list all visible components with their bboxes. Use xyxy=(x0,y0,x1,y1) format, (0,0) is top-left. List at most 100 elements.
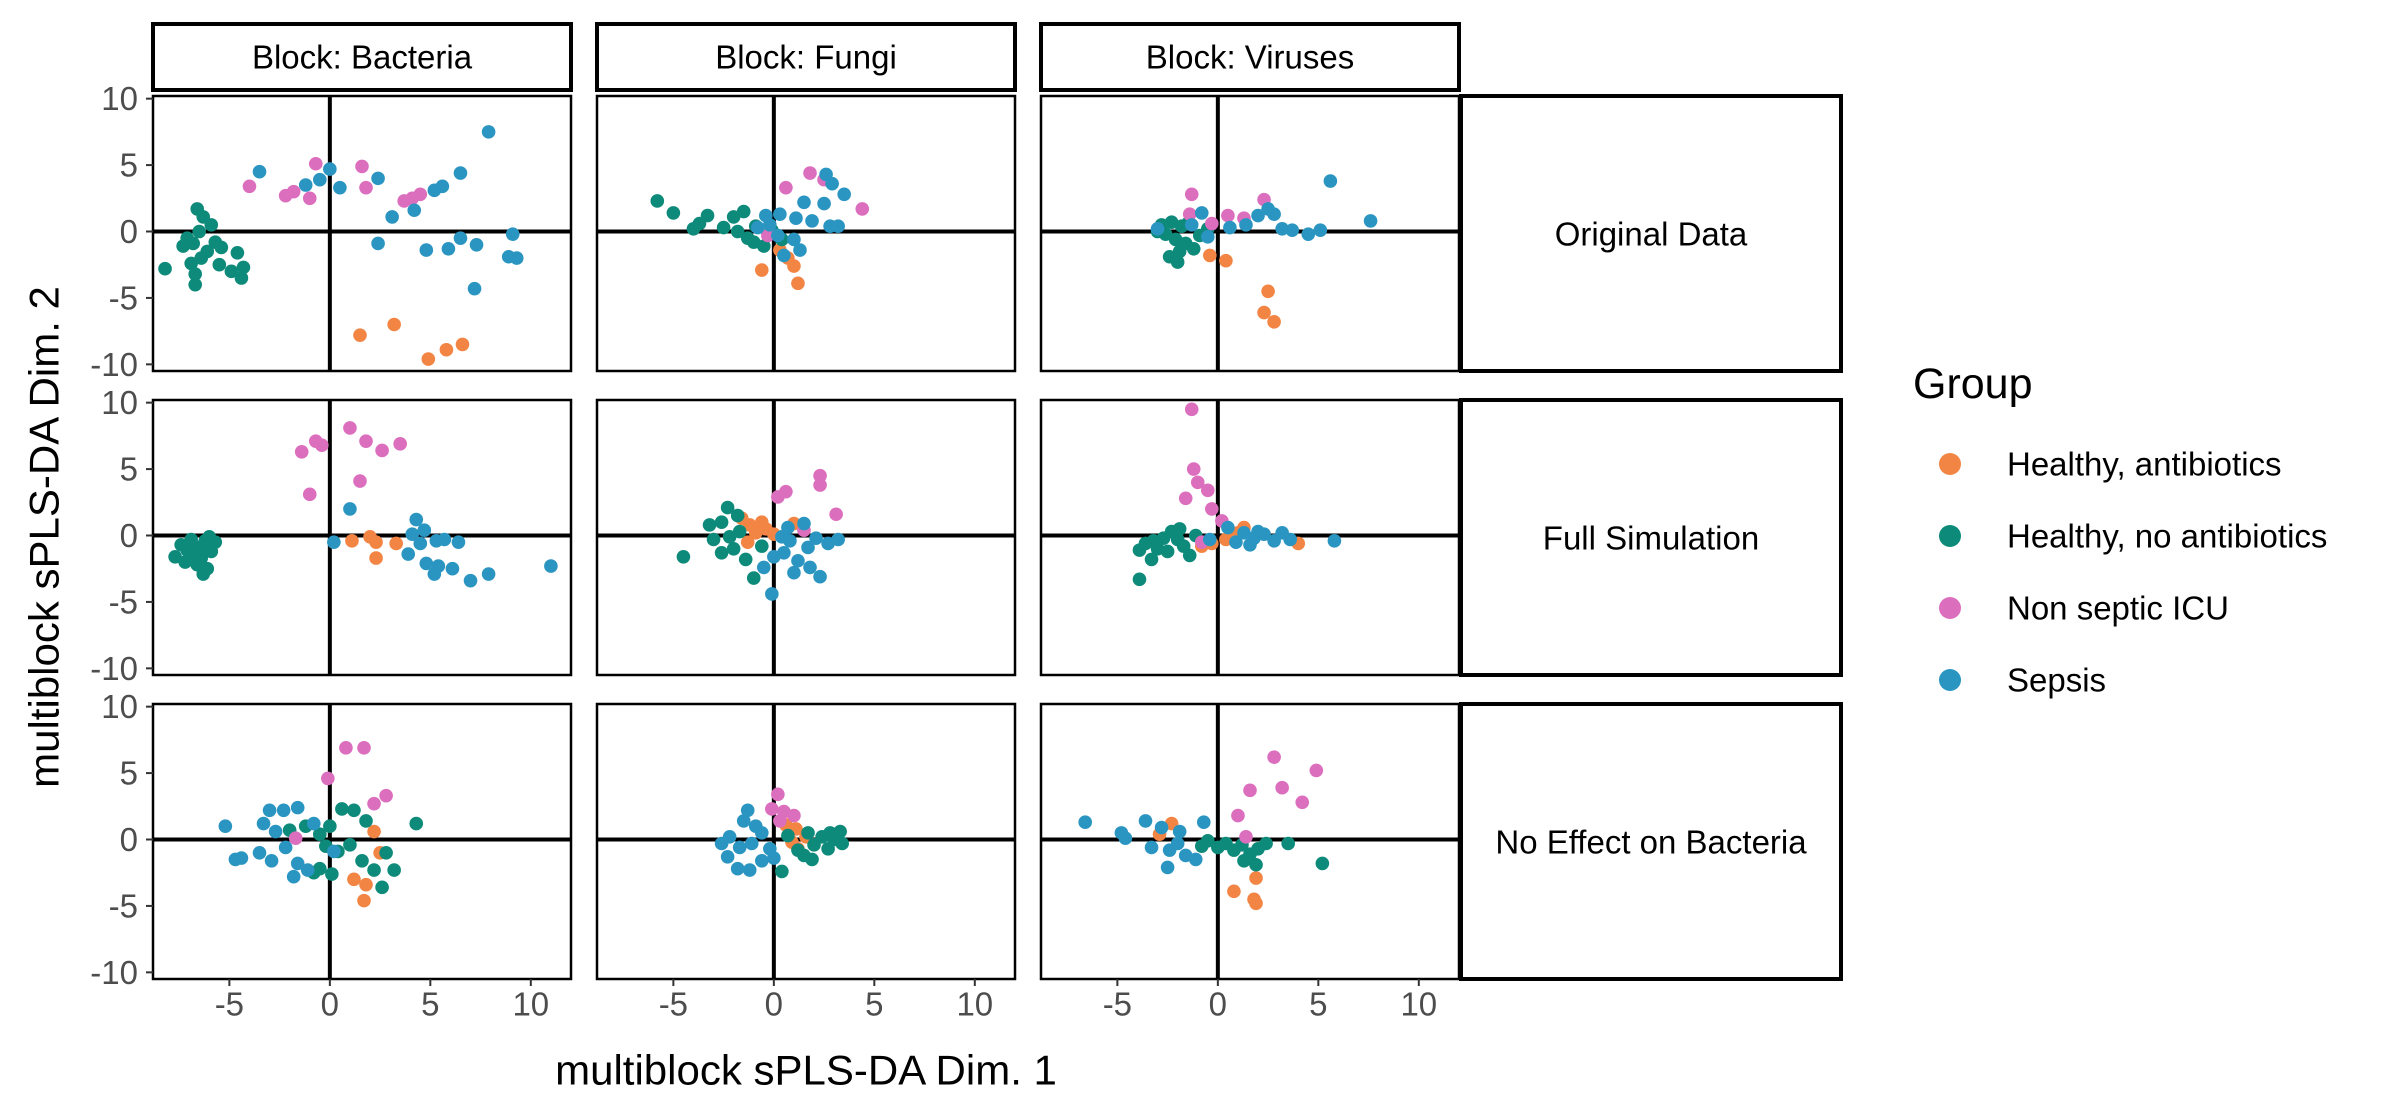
data-point xyxy=(706,532,721,547)
data-point xyxy=(803,166,817,180)
data-point xyxy=(740,803,755,818)
data-point xyxy=(716,220,731,235)
data-point xyxy=(445,561,460,576)
legend-swatch xyxy=(1939,525,1961,547)
data-point xyxy=(234,271,249,285)
data-point xyxy=(817,196,831,211)
data-point xyxy=(833,824,847,839)
data-point xyxy=(777,248,791,263)
legend-label: Sepsis xyxy=(2007,662,2106,699)
data-point xyxy=(321,771,335,786)
data-point xyxy=(375,880,389,895)
data-point xyxy=(730,508,745,523)
data-point xyxy=(791,553,805,568)
data-point xyxy=(1118,831,1133,845)
x-tick-label: -5 xyxy=(659,986,688,1023)
y-tick-label: 5 xyxy=(120,451,138,488)
data-point xyxy=(407,203,422,218)
data-point xyxy=(720,849,735,864)
row-strip-label: No Effect on Bacteria xyxy=(1495,824,1807,861)
data-point xyxy=(387,317,401,332)
data-point xyxy=(754,853,769,868)
data-point xyxy=(268,824,283,839)
column-strip-label: Block: Viruses xyxy=(1146,39,1354,76)
data-point xyxy=(194,251,209,265)
legend-label: Healthy, no antibiotics xyxy=(2007,518,2327,555)
data-point xyxy=(787,259,801,273)
data-point xyxy=(369,551,383,565)
x-axis-title: multiblock sPLS-DA Dim. 1 xyxy=(555,1047,1057,1094)
data-point xyxy=(831,532,845,547)
data-point xyxy=(754,826,769,840)
data-point xyxy=(286,869,301,884)
data-point xyxy=(323,819,337,834)
data-point xyxy=(194,551,209,565)
data-point xyxy=(1186,241,1201,256)
data-point xyxy=(831,219,845,233)
data-point xyxy=(1190,475,1205,490)
data-point xyxy=(1172,824,1187,839)
data-point xyxy=(1231,808,1245,823)
data-point xyxy=(359,180,373,195)
data-point xyxy=(742,863,757,877)
y-tick-label: -10 xyxy=(90,954,138,991)
data-point xyxy=(1182,548,1197,563)
x-axes: -5 0 5 10 -5 0 5 10 -5 0 5 10 xyxy=(215,979,1437,1023)
data-point xyxy=(1219,253,1233,268)
data-point xyxy=(437,532,452,547)
data-point xyxy=(813,569,827,584)
data-point xyxy=(439,342,454,357)
y-tick-label: 0 xyxy=(120,213,138,250)
data-point xyxy=(184,256,198,271)
data-point xyxy=(781,828,795,843)
y-tick-label: -5 xyxy=(109,279,138,316)
data-point xyxy=(371,171,385,186)
data-point xyxy=(779,484,793,499)
data-point xyxy=(427,567,442,581)
data-point xyxy=(1203,532,1217,547)
data-point xyxy=(367,863,381,877)
data-point xyxy=(1200,230,1215,244)
data-point xyxy=(1138,814,1153,828)
legend: Group Healthy, antibiotics Healthy, no an… xyxy=(1913,360,2327,699)
legend-label: Healthy, antibiotics xyxy=(2007,446,2282,483)
data-point xyxy=(767,549,781,564)
data-point xyxy=(230,245,245,260)
data-point xyxy=(714,836,729,851)
data-point xyxy=(441,241,456,256)
data-point xyxy=(1323,174,1338,188)
data-point xyxy=(184,532,198,547)
data-point xyxy=(1257,305,1271,320)
data-point xyxy=(1160,544,1175,559)
data-point xyxy=(1363,214,1378,228)
x-tick-label: 5 xyxy=(1309,986,1327,1023)
data-point xyxy=(419,243,434,257)
data-point xyxy=(252,845,267,860)
data-point xyxy=(1223,220,1237,235)
data-point xyxy=(1203,248,1217,263)
data-point xyxy=(789,211,803,226)
data-point xyxy=(212,257,227,272)
data-point xyxy=(765,587,779,601)
data-point xyxy=(359,434,373,448)
data-point xyxy=(1275,222,1289,236)
data-point xyxy=(339,741,353,755)
y-tick-label: -10 xyxy=(90,650,138,687)
data-point xyxy=(1309,763,1324,778)
data-point xyxy=(343,502,357,516)
data-point xyxy=(405,527,420,541)
data-point xyxy=(355,159,369,174)
data-point xyxy=(1239,830,1253,844)
y-tick-label: -5 xyxy=(109,583,138,620)
data-point xyxy=(740,535,755,549)
data-point xyxy=(385,210,399,224)
data-point xyxy=(1251,208,1265,223)
data-point xyxy=(823,826,837,840)
data-point xyxy=(509,251,524,265)
data-point xyxy=(1259,836,1273,851)
data-point xyxy=(387,863,401,877)
data-point xyxy=(1301,227,1316,241)
y-tick-label: 10 xyxy=(101,384,138,421)
data-point xyxy=(188,277,203,292)
